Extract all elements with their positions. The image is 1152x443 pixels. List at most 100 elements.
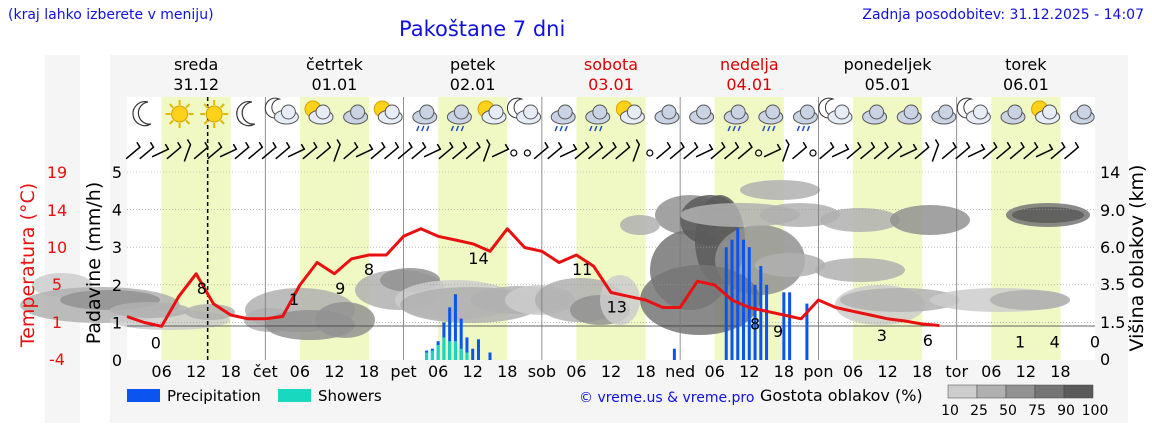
wind-barb <box>782 139 790 162</box>
precipitation-bar <box>448 307 452 360</box>
temperature-value-label: 8 <box>364 260 374 279</box>
location-hint[interactable]: (kraj lahko izberete v meniju) <box>8 7 214 23</box>
rain-cloud-icon <box>723 104 749 132</box>
wind-barb <box>248 141 264 160</box>
wind-barb <box>183 139 192 162</box>
wind-barb <box>547 141 563 160</box>
sun-cloud-icon <box>477 100 507 125</box>
showers-bar <box>430 350 434 360</box>
wind-barb <box>343 141 359 160</box>
wind-barb <box>967 143 986 158</box>
x-tick-label: 18 <box>359 362 379 381</box>
precipitation-bar <box>459 318 463 360</box>
x-tick-label: 12 <box>186 362 206 381</box>
x-tick-label: 12 <box>1016 362 1036 381</box>
temp-axis-tick: 1 <box>52 313 62 332</box>
day-date-label: 05.01 <box>865 75 911 94</box>
wind-barb <box>819 141 835 160</box>
wind-barb <box>166 141 182 160</box>
temperature-value-label: 1 <box>1015 333 1025 352</box>
wind-barb <box>1023 141 1039 160</box>
showers-bar <box>453 341 457 360</box>
cloud-density-area <box>990 290 1070 310</box>
cloud-height-tick: 14 <box>1100 163 1120 182</box>
precipitation-bar <box>672 348 676 360</box>
wind-barb <box>316 141 332 160</box>
last-update: Zadnja posodobitev: 31.12.2025 - 14:07 <box>862 7 1144 23</box>
precipitation-bar <box>759 266 763 360</box>
cloud-scale-label: 50 <box>999 403 1017 419</box>
cloud-density-area <box>640 265 760 335</box>
x-tick-label: čet <box>253 362 278 381</box>
showers-bar <box>459 348 463 360</box>
x-tick-label: pon <box>803 362 833 381</box>
cloud-density-area <box>315 302 375 338</box>
precipitation-bar <box>465 337 469 360</box>
x-tick-label: sob <box>528 362 556 381</box>
rain-cloud-icon <box>550 104 576 132</box>
wind-barb <box>275 141 291 160</box>
moon-icon <box>132 101 152 127</box>
day-date-label: 01.01 <box>312 75 358 94</box>
cloud-height-axis-title: Višina oblakov (km) <box>1126 165 1148 352</box>
wind-barb <box>452 141 468 160</box>
wind-barb <box>574 141 590 160</box>
wind-barb <box>656 141 672 160</box>
sun-cloud-icon <box>615 100 645 125</box>
wind-barb <box>683 141 699 160</box>
wind-barb <box>831 143 850 158</box>
clouds-icon <box>1000 104 1026 125</box>
wind-barb <box>860 141 876 160</box>
temperature-value-label: 4 <box>1050 333 1060 352</box>
showers-bar <box>465 352 469 360</box>
x-tick-label: 06 <box>566 362 586 381</box>
temperature-value-label: 0 <box>1090 333 1100 352</box>
wind-barb <box>588 141 604 160</box>
x-tick-label: 12 <box>601 362 621 381</box>
wind-barb <box>370 141 386 160</box>
x-tick-label: 18 <box>635 362 655 381</box>
wind-barb <box>139 141 155 160</box>
wind-barb <box>763 143 782 158</box>
sun-icon <box>165 100 194 128</box>
wind-barb <box>601 141 617 160</box>
cloud-scale-swatch <box>947 384 978 399</box>
credit-link: © vreme.us & vreme.pro <box>579 390 754 406</box>
cloud-height-tick: 0 <box>1100 350 1110 369</box>
cloud-height-tick: 9.0 <box>1100 201 1125 220</box>
x-tick-label: 18 <box>1050 362 1070 381</box>
wind-barb <box>333 139 341 162</box>
wind-barb <box>491 143 510 158</box>
temp-axis-tick: -4 <box>49 350 65 369</box>
rain-cloud-icon <box>446 104 472 132</box>
precipitation-bar <box>453 294 457 360</box>
wind-barb <box>411 141 427 160</box>
x-tick-label: ned <box>665 362 695 381</box>
temperature-value-label: 9 <box>335 279 345 298</box>
temperature-value-label: 1 <box>289 290 299 309</box>
x-tick-label: 18 <box>774 362 794 381</box>
wind-barb <box>846 141 862 160</box>
cloud-density-area <box>1012 207 1084 223</box>
clouds-icon <box>931 104 957 125</box>
x-tick-label: 06 <box>705 362 725 381</box>
x-tick-label: 18 <box>497 362 517 381</box>
wind-barb <box>287 143 306 158</box>
cloud-scale-swatch <box>976 384 1007 399</box>
precipitation-bar <box>724 247 728 360</box>
day-name-label: ponedeljek <box>844 55 933 74</box>
showers-bar <box>425 352 429 360</box>
precip-axis-tick: 1 <box>112 313 122 332</box>
wind-barb <box>669 141 685 160</box>
clouds-icon <box>1069 104 1095 125</box>
cloud-scale-swatch <box>1063 384 1094 399</box>
wind-barb <box>193 141 209 160</box>
wind-barb <box>438 141 454 160</box>
rain-cloud-icon <box>792 104 818 132</box>
day-name-label: torek <box>1005 55 1047 74</box>
daylight-band <box>991 97 1061 360</box>
moon-cloud-icon <box>506 97 542 125</box>
wind-calm-marker <box>646 149 654 157</box>
temperature-line <box>126 227 940 328</box>
